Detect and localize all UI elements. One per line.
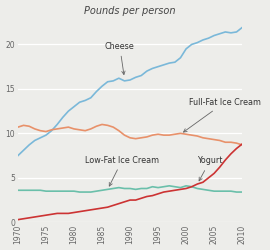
Text: Low-Fat Ice Cream: Low-Fat Ice Cream (85, 156, 159, 186)
Title: Pounds per person: Pounds per person (84, 6, 176, 16)
Text: Yogurt: Yogurt (197, 156, 223, 181)
Text: Full-Fat Ice Cream: Full-Fat Ice Cream (184, 98, 261, 132)
Text: Cheese: Cheese (105, 42, 134, 74)
